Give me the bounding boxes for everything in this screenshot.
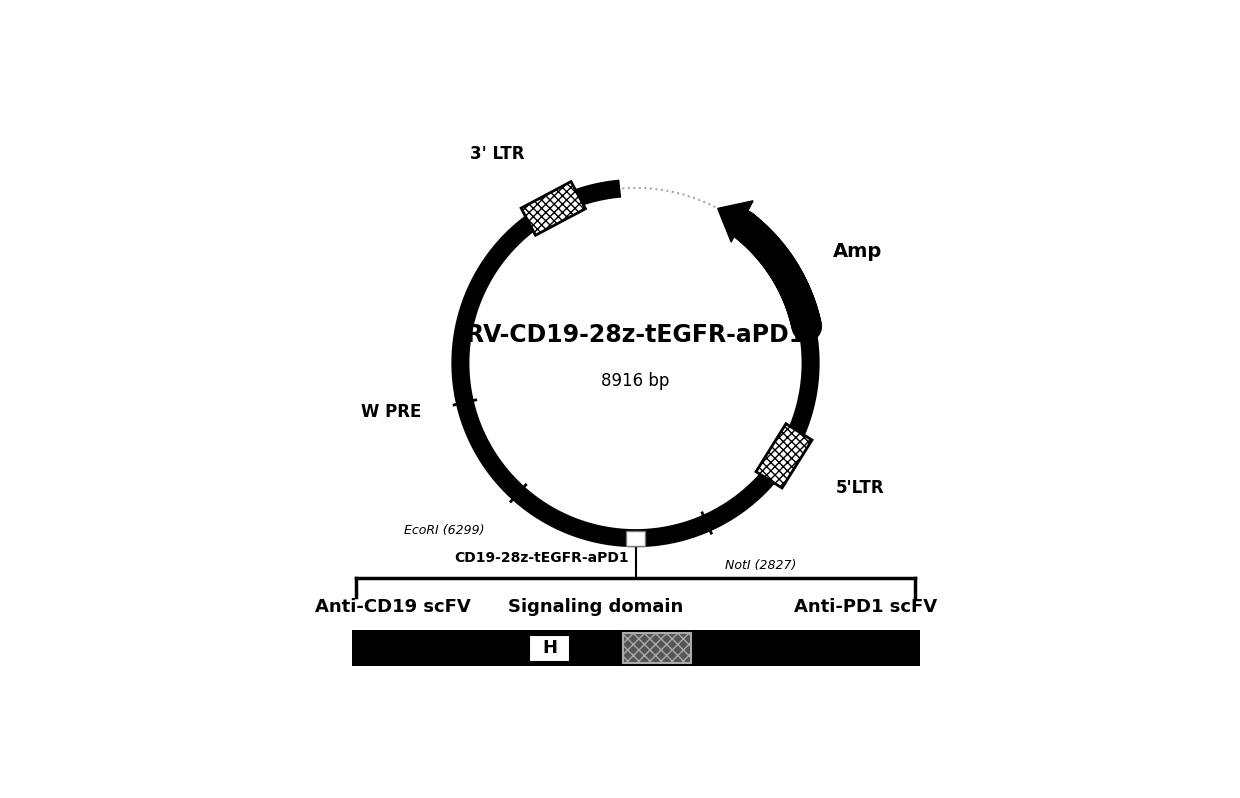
Text: RV-CD19-28z-tEGFR-aPD1: RV-CD19-28z-tEGFR-aPD1 [465, 323, 806, 347]
Polygon shape [718, 201, 753, 242]
Bar [756, 424, 812, 488]
Bar [521, 182, 585, 235]
Text: 5'LTR: 5'LTR [836, 480, 885, 497]
Text: W PRE: W PRE [361, 404, 422, 421]
Text: Signaling domain: Signaling domain [508, 598, 683, 616]
Text: NotI (2827): NotI (2827) [725, 559, 797, 571]
Text: Anti-PD1 scFV: Anti-PD1 scFV [795, 598, 937, 616]
Text: 8916 bp: 8916 bp [601, 373, 670, 390]
Bar [528, 634, 570, 662]
Text: H: H [542, 639, 557, 658]
Bar [626, 531, 645, 546]
Bar [624, 634, 691, 663]
Text: EcoRI (6299): EcoRI (6299) [404, 524, 485, 537]
Text: Amp: Amp [833, 242, 883, 261]
Text: Anti-CD19 scFV: Anti-CD19 scFV [315, 598, 471, 616]
Text: 3' LTR: 3' LTR [470, 145, 525, 163]
Bar [352, 630, 920, 666]
Text: CD19-28z-tEGFR-aPD1: CD19-28z-tEGFR-aPD1 [455, 551, 630, 565]
